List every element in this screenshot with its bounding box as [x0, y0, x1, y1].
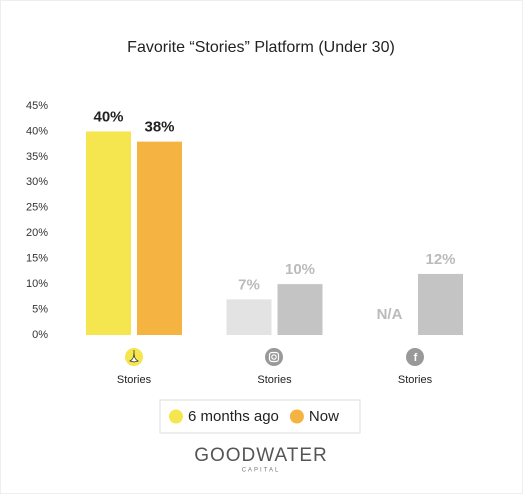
legend-label: 6 months ago — [188, 408, 279, 425]
y-tick-label: 15% — [26, 253, 48, 265]
value-label: N/A — [377, 306, 403, 323]
legend-swatch — [169, 409, 183, 424]
svg-text:f: f — [414, 352, 418, 364]
chart-title: Favorite “Stories” Platform (Under 30) — [127, 39, 395, 56]
instagram-icon — [265, 348, 283, 366]
x-tick-label: Stories — [257, 374, 292, 386]
value-label: 38% — [144, 119, 174, 136]
bar — [137, 141, 182, 335]
bar — [226, 299, 272, 335]
y-tick-label: 35% — [26, 151, 48, 163]
x-tick-label: Stories — [117, 374, 152, 386]
y-tick-label: 10% — [26, 278, 48, 290]
legend-label: Now — [309, 408, 339, 425]
legend-box — [159, 399, 361, 434]
snapchat-icon — [125, 348, 143, 366]
bar — [86, 131, 131, 335]
y-tick-label: 5% — [32, 303, 48, 315]
logo: GOODWATER — [194, 445, 328, 466]
bar — [418, 273, 463, 335]
value-label: 12% — [425, 251, 455, 268]
y-tick-label: 20% — [26, 227, 48, 239]
logo-sub: CAPITAL — [242, 468, 281, 474]
legend-swatch — [289, 409, 304, 424]
value-label: 10% — [285, 261, 315, 278]
value-label: 7% — [238, 276, 260, 293]
y-tick-label: 25% — [26, 202, 48, 214]
x-tick-label: Stories — [398, 374, 433, 386]
y-tick-label: 0% — [32, 329, 48, 341]
facebook-icon: f — [406, 348, 424, 366]
value-label: 40% — [93, 108, 123, 125]
bar — [277, 284, 323, 335]
y-tick-label: 40% — [26, 125, 48, 137]
y-tick-label: 45% — [26, 100, 48, 112]
y-tick-label: 30% — [26, 176, 48, 188]
